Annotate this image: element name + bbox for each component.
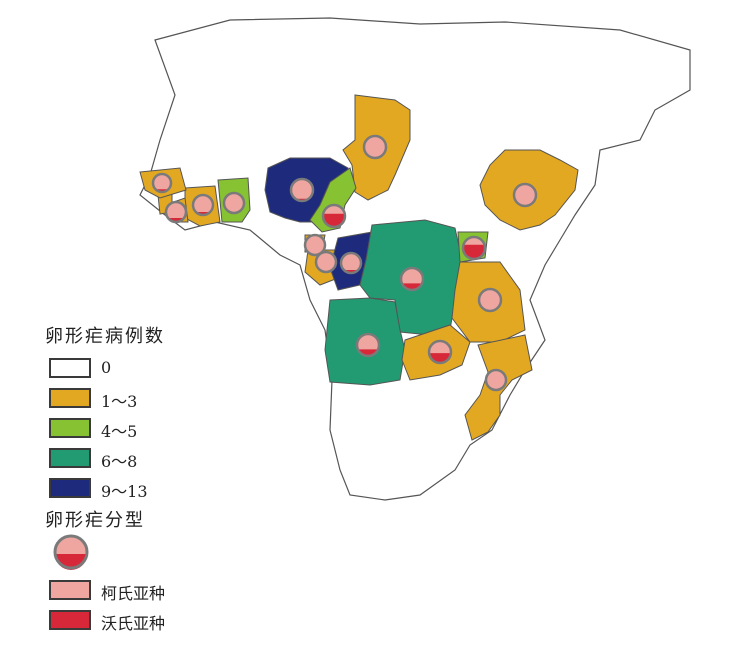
legend-swatch-wallikeri-subspecies [49,610,91,630]
pie-ethiopia [512,182,538,208]
pie-zambia [427,339,453,365]
pie-mozambique [484,368,508,392]
pie-tanzania [477,287,503,313]
pie-ghana [222,191,246,215]
legend-label-9-13: 9～13 [101,482,148,501]
pie-eqguinea [303,233,327,257]
legend-pie-example-icon [53,534,89,570]
country-polygons [139,17,691,501]
pie-cameroon [321,203,347,229]
legend-swatch-9-13 [49,478,91,498]
pie-chad [362,134,388,160]
pie-uganda [461,235,487,261]
legend-swatch-1-3 [49,388,91,408]
country-cameroon [309,167,357,233]
pie-nigeria [289,177,315,203]
legend-label-wallikeri: 沃氏亚种 [101,614,166,633]
legend-swatch-4-5 [49,418,91,438]
legend-swatch-6-8 [49,448,91,468]
pie-coteivoire [191,193,215,217]
legend-types-title: 卵形疟分型 [45,510,145,531]
legend-label-curtisi: 柯氏亚种 [101,584,166,603]
legend-label-0: 0 [101,358,112,377]
legend-label-6-8: 6～8 [101,452,138,471]
legend-label-4-5: 4～5 [101,422,138,441]
pie-drc [399,266,425,292]
pie-markers [151,134,538,392]
legend-swatch-kirch-subspecies [49,580,91,600]
legend-label-1-3: 1～3 [101,392,138,411]
pie-liberia [164,200,188,224]
pie-congo [339,251,363,275]
legend-cases-title: 卵形疟病例数 [45,326,165,347]
pie-sierraleone [151,172,173,194]
legend-swatch-0 [49,358,91,378]
pie-angola [355,332,381,358]
pie-gabon [314,250,338,274]
